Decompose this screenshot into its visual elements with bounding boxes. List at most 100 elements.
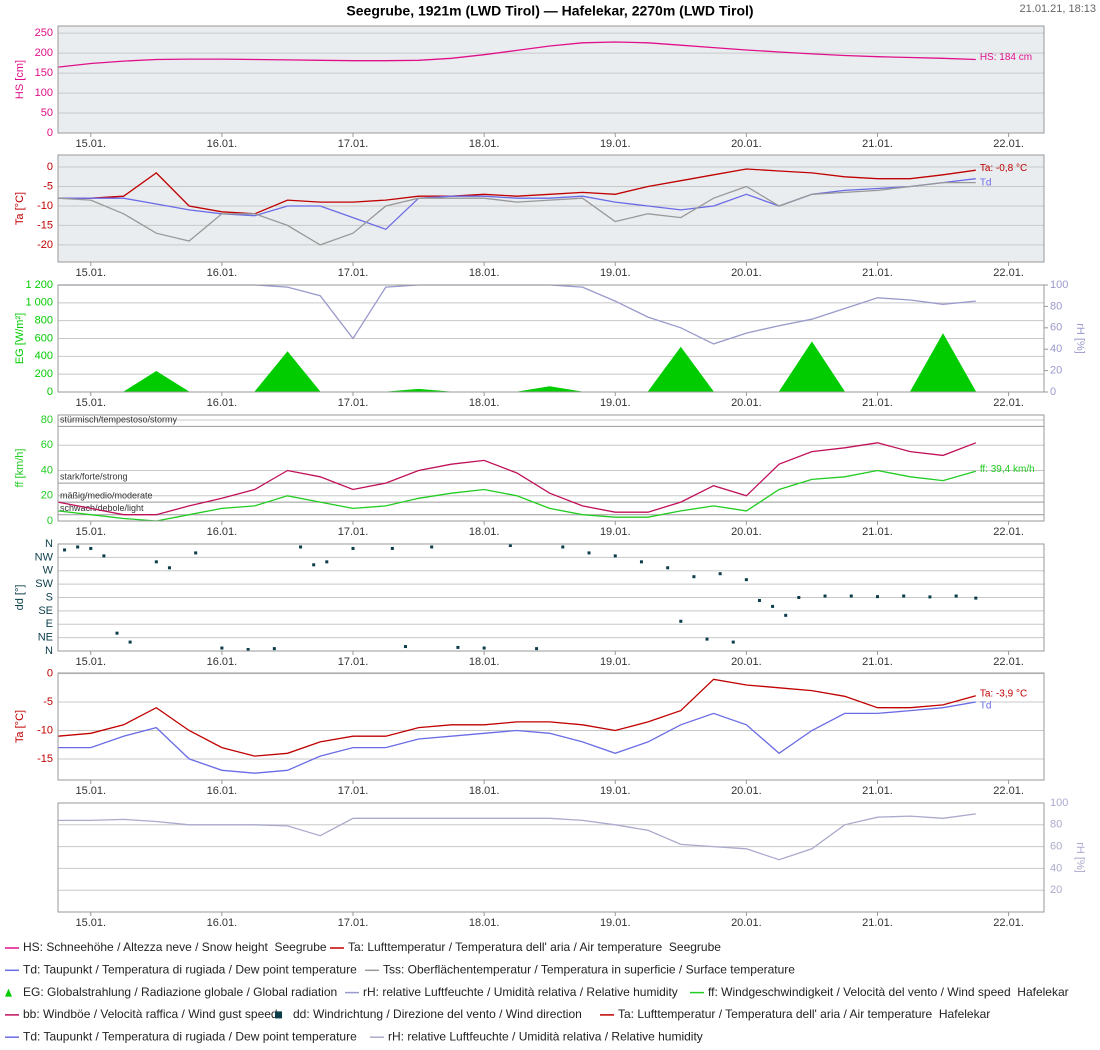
x-tick-label: 18.01. xyxy=(469,267,500,279)
x-tick-label: 19.01. xyxy=(600,785,631,797)
x-tick-label: 15.01. xyxy=(75,397,106,409)
y-tick-label: 1 000 xyxy=(25,297,53,309)
legend-label: rH: relative Luftfeuchte / Umidità relat… xyxy=(388,1029,703,1043)
x-tick-label: 21.01. xyxy=(862,267,893,279)
wind-direction-point xyxy=(535,647,539,651)
plot-border xyxy=(57,25,1045,134)
y-tick-label: -10 xyxy=(37,724,53,736)
wind-direction-point xyxy=(403,645,407,649)
wind-direction-point xyxy=(194,551,198,555)
x-tick-label: 16.01. xyxy=(207,397,238,409)
wind-direction-point xyxy=(220,646,224,650)
x-tick-label: 15.01. xyxy=(75,656,106,668)
wind-direction-point xyxy=(325,560,329,564)
wind-direction-point xyxy=(875,595,879,599)
x-tick-label: 18.01. xyxy=(469,526,500,538)
plot-background xyxy=(58,803,1044,912)
legend-label: Ta: Lufttemperatur / Temperatura dell' a… xyxy=(348,940,721,954)
wind-direction-point xyxy=(797,596,801,599)
y-tick-label: -10 xyxy=(37,200,53,212)
x-tick-label: 15.01. xyxy=(75,785,106,797)
end-label: HS: 184 cm xyxy=(980,52,1032,63)
x-tick-label: 20.01. xyxy=(731,656,762,668)
x-tick-label: 19.01. xyxy=(600,138,631,150)
x-tick-label: 18.01. xyxy=(469,917,500,929)
line xyxy=(57,181,976,246)
wind-direction-point xyxy=(954,594,958,598)
x-tick-label: 16.01. xyxy=(207,267,238,279)
x-tick-label: 16.01. xyxy=(207,917,238,929)
y-tick-label: -5 xyxy=(43,180,53,192)
y-tick-label: NW xyxy=(35,551,54,563)
wind-direction-point xyxy=(613,554,617,558)
plot-background xyxy=(58,155,1044,262)
y-axis-label: dd [°] xyxy=(14,585,26,611)
x-tick-label: 17.01. xyxy=(338,397,369,409)
wind-direction-point xyxy=(849,594,853,598)
x-tick-label: 16.01. xyxy=(207,656,238,668)
y-tick-label: 250 xyxy=(35,27,53,39)
wind-direction-point xyxy=(718,572,722,576)
y-tick-label: 400 xyxy=(35,350,53,362)
y-tick-label: -5 xyxy=(43,696,53,708)
legend-label: rH: relative Luftfeuchte / Umidità relat… xyxy=(363,985,678,999)
y-axis-label: Ta [°C] xyxy=(14,710,26,743)
end-label: Ta: -3,9 °C xyxy=(980,688,1027,699)
y2-tick-label: 80 xyxy=(1050,300,1062,312)
x-tick-label: 16.01. xyxy=(207,526,238,538)
threshold-label: mäßig/medio/moderate xyxy=(60,490,153,500)
y-tick-label: 0 xyxy=(47,386,53,398)
x-tick-label: 20.01. xyxy=(731,138,762,150)
legend-label: Td: Taupunkt / Temperatura di rugiada / … xyxy=(23,1029,357,1043)
y2-tick-label: 20 xyxy=(1050,884,1062,896)
x-tick-label: 18.01. xyxy=(469,785,500,797)
legend-label: dd: Windrichtung / Direzione del vento /… xyxy=(293,1007,582,1021)
x-tick-label: 19.01. xyxy=(600,656,631,668)
threshold-label: stark/forte/strong xyxy=(60,472,128,482)
y-axis-label: EG [W/m²] xyxy=(14,313,26,364)
wind-direction-point xyxy=(115,631,119,635)
wind-direction-point xyxy=(167,566,171,570)
x-tick-label: 15.01. xyxy=(75,526,106,538)
wind-direction-point xyxy=(456,645,460,649)
wind-direction-point xyxy=(757,598,761,602)
wind-direction-point xyxy=(102,554,106,558)
end-label: Td xyxy=(980,701,992,712)
x-tick-label: 22.01. xyxy=(993,267,1024,279)
wind-direction-point xyxy=(666,566,670,570)
y2-tick-label: 0 xyxy=(1050,386,1056,398)
legend-marker xyxy=(275,1011,282,1019)
plot-border xyxy=(57,154,1045,263)
line xyxy=(58,178,976,231)
legend-marker xyxy=(5,988,12,997)
x-tick-label: 17.01. xyxy=(338,785,369,797)
y-tick-label: 20 xyxy=(41,490,53,502)
x-tick-label: 15.01. xyxy=(75,917,106,929)
y-tick-label: 60 xyxy=(41,439,53,451)
wind-direction-point xyxy=(561,545,565,549)
end-label: ff: 39,4 km/h xyxy=(980,464,1035,475)
line xyxy=(57,469,976,522)
legend-label: Tss: Oberflächentemperatur / Temperatura… xyxy=(383,962,795,976)
y-tick-label: W xyxy=(43,565,54,577)
x-tick-label: 16.01. xyxy=(207,785,238,797)
y-tick-label: NE xyxy=(38,632,53,644)
x-tick-label: 22.01. xyxy=(993,656,1024,668)
wind-direction-point xyxy=(390,546,394,550)
plot-background xyxy=(58,673,1044,780)
y-tick-label: 50 xyxy=(41,107,53,119)
y-tick-label: 200 xyxy=(35,47,53,59)
y-axis-label: HS [cm] xyxy=(14,60,26,99)
y2-axis-label: rH [%] xyxy=(1074,842,1086,873)
wind-direction-point xyxy=(771,604,775,608)
y2-tick-label: 80 xyxy=(1050,819,1062,831)
plot-border xyxy=(57,802,1045,913)
line xyxy=(57,41,976,68)
wind-direction-point xyxy=(692,575,696,579)
x-tick-label: 18.01. xyxy=(469,397,500,409)
plot-background xyxy=(58,415,1044,521)
wind-direction-point xyxy=(312,563,316,567)
y-axis-label: ff [km/h] xyxy=(14,449,26,488)
y-tick-label: -15 xyxy=(37,753,53,765)
